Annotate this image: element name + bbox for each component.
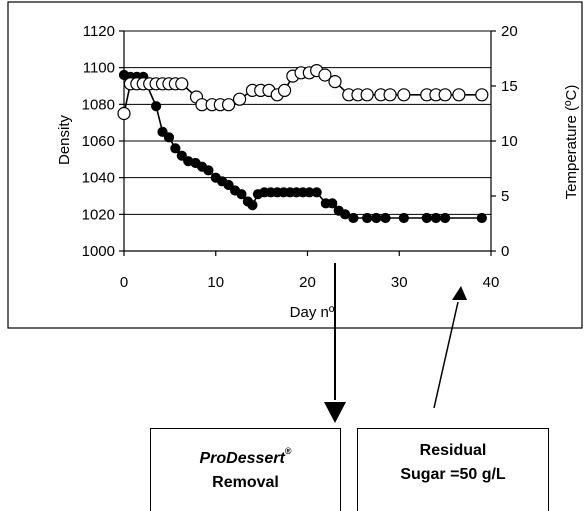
density-point [236, 189, 247, 200]
density-point [398, 212, 409, 224]
removal-box-title: ProDessert® [151, 439, 340, 471]
arrow-line-sugar [433, 301, 459, 409]
temperature-point [452, 88, 466, 102]
temperature-point [221, 98, 236, 112]
temperature-point [475, 88, 489, 102]
temperature-point [117, 106, 131, 121]
removal-box: ProDessert® Removal [150, 428, 341, 511]
sugar-label: Sugar =50 g/L [400, 466, 506, 483]
y-left-tick-label: 1020 [82, 206, 115, 223]
y-left-tick-label: 1040 [82, 170, 115, 187]
density-point [247, 200, 258, 211]
x-axis-label: Day nº [290, 304, 335, 321]
y-left-tick-label: 1000 [82, 243, 115, 260]
y-left-tick-label: 1100 [83, 60, 115, 77]
y-left-tick-label: 1080 [82, 96, 115, 113]
y-left-tick-label: 1120 [83, 23, 115, 40]
x-tick-label: 0 [120, 274, 128, 291]
temperature-point [438, 88, 452, 102]
density-point [311, 187, 322, 198]
x-tick-label: 20 [299, 274, 316, 291]
y-right-tick-label: 15 [501, 78, 518, 95]
y-right-tick-label: 10 [501, 133, 518, 150]
density-point [371, 212, 382, 224]
density-point [421, 212, 432, 224]
density-point [203, 165, 214, 176]
temperature-point [318, 68, 332, 82]
temperature-point [233, 92, 247, 106]
y-left-tick-label: 1060 [82, 133, 115, 150]
gridlines [124, 30, 491, 215]
density-point [327, 198, 338, 209]
density-point [348, 212, 359, 224]
density-point [157, 126, 168, 137]
temperature-point [397, 88, 411, 102]
density-point [476, 212, 487, 224]
chart-frame [7, 1, 583, 329]
temperature-point [277, 83, 292, 98]
density-point [163, 132, 175, 143]
temperature-point [175, 77, 189, 91]
density-point [340, 209, 351, 220]
temperature-point [328, 74, 342, 89]
residual-label: Residual [419, 442, 487, 459]
y-right-tick-label: 0 [501, 243, 509, 260]
removal-label: Removal [212, 474, 279, 491]
y-axis-right-label: Temperature (ºC) [563, 85, 580, 200]
x-tick-label: 40 [483, 274, 500, 291]
density-point [380, 212, 391, 224]
density-point [223, 179, 234, 191]
x-tick-label: 10 [207, 274, 224, 291]
temperature-point [360, 88, 374, 102]
y-right-tick-label: 5 [501, 188, 509, 205]
arrow-head-sugar [452, 286, 467, 300]
series [117, 63, 489, 224]
density-point [170, 143, 181, 154]
x-tick-label: 30 [391, 274, 408, 291]
residual-sugar-box: Residual Sugar =50 g/L [357, 428, 549, 511]
density-point [430, 212, 442, 224]
product-name: ProDessert [199, 450, 285, 467]
y-axis-left-label: Density [56, 114, 73, 165]
density-point [151, 101, 162, 112]
arrow-head-removal [324, 402, 346, 423]
density-point [362, 212, 373, 224]
density-point [440, 212, 451, 224]
temperature-point [383, 88, 397, 102]
y-right-tick-label: 20 [501, 23, 518, 40]
density-point [176, 150, 187, 161]
registered-mark: ® [284, 446, 292, 456]
